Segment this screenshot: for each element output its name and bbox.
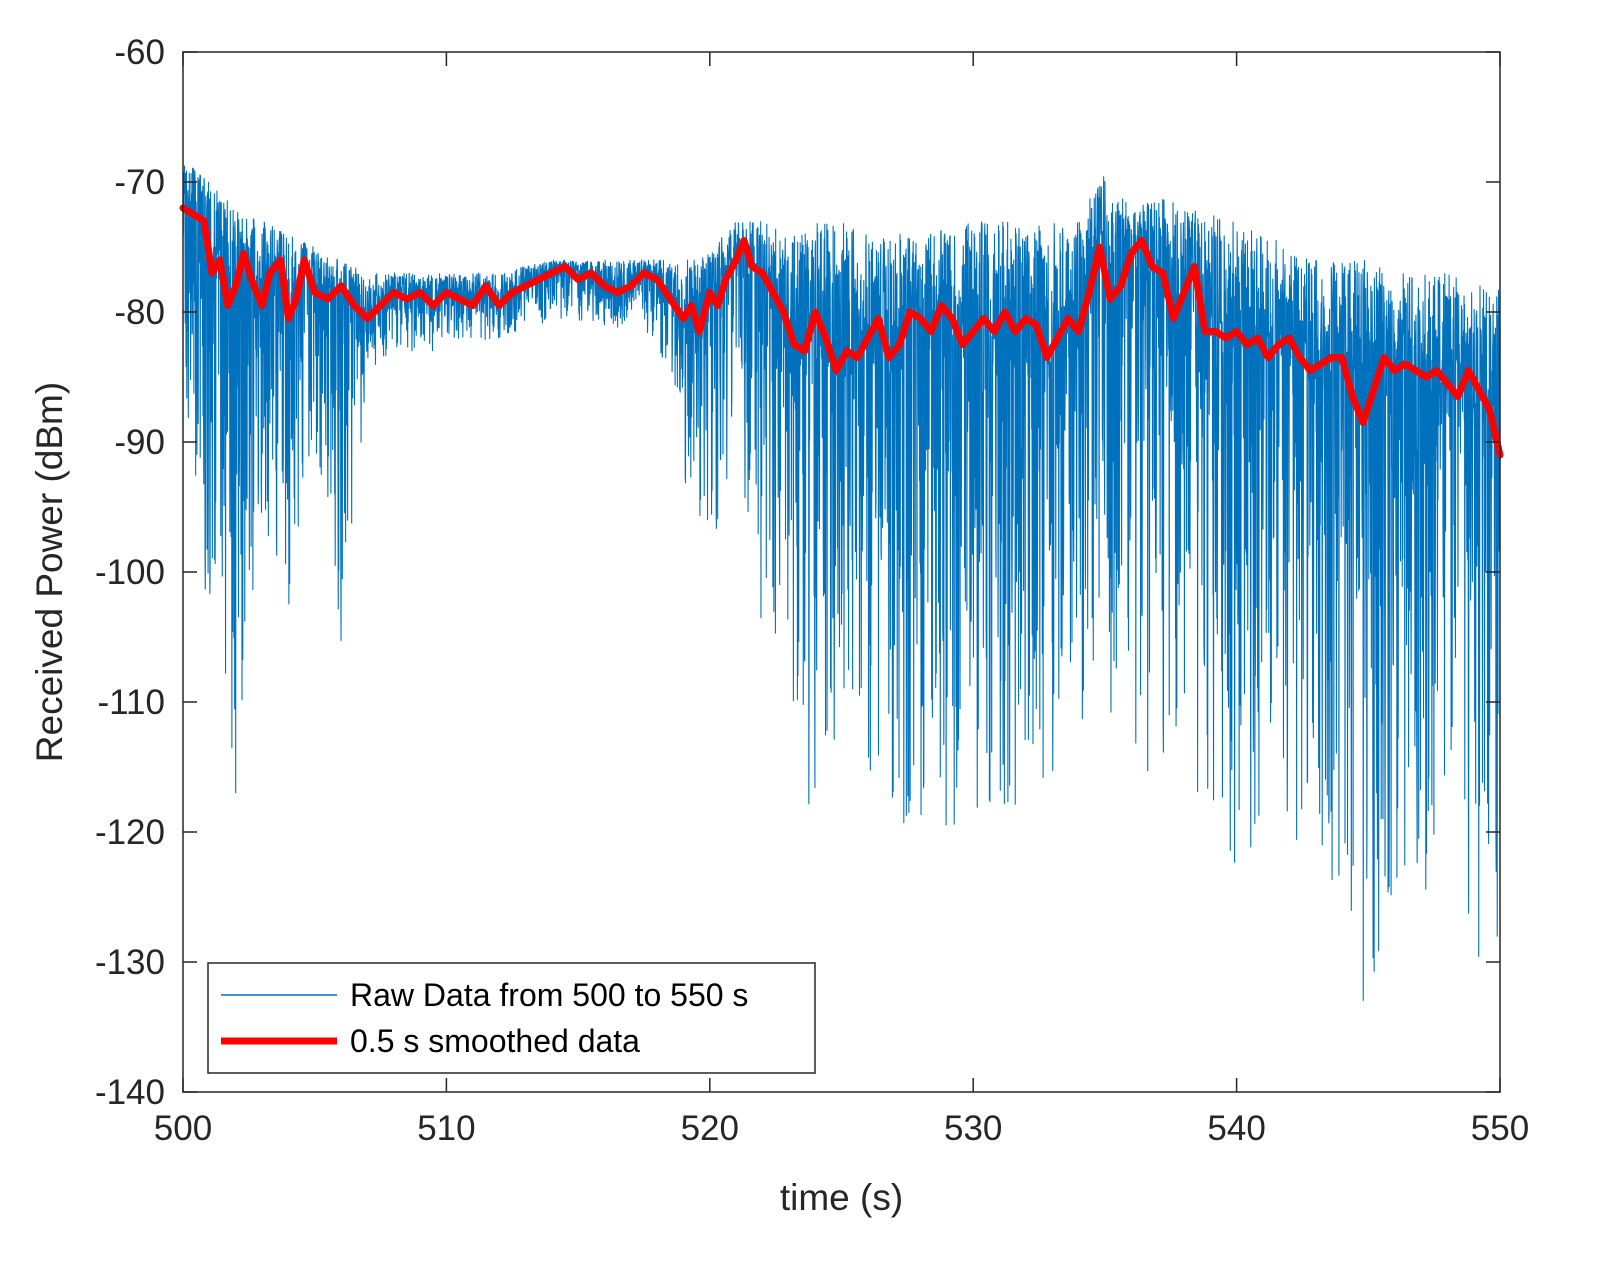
x-tick-label: 520 [681, 1109, 739, 1148]
y-axis-label: Received Power (dBm) [29, 382, 70, 762]
y-tick-label: -110 [98, 683, 165, 722]
y-tick-label: -100 [95, 553, 165, 592]
y-tick-label: -90 [114, 423, 165, 462]
x-tick-label: 500 [154, 1109, 212, 1148]
raw-data-line [182, 165, 1501, 1001]
x-tick-label: 550 [1471, 1109, 1529, 1148]
y-tick-label: -60 [114, 33, 165, 72]
smoothed-data-series [179, 204, 1504, 459]
y-tick-label: -70 [114, 163, 165, 202]
legend-box [207, 962, 816, 1074]
legend-entry-raw: Raw Data from 500 to 550 s [350, 977, 748, 1013]
legend-entry-smoothed: 0.5 s smoothed data [350, 1023, 640, 1059]
y-tick-label: -140 [95, 1073, 165, 1112]
y-axis-ticks: -60 -70 -80 -90 -100 -110 -120 -130 -140 [95, 33, 1500, 1112]
x-tick-label: 540 [1207, 1109, 1265, 1148]
x-tick-label: 530 [944, 1109, 1002, 1148]
raw-data-series [182, 165, 1501, 1001]
x-tick-label: 510 [417, 1109, 475, 1148]
y-tick-label: -120 [95, 813, 165, 852]
y-tick-label: -80 [114, 293, 165, 332]
smoothed-data-line [179, 204, 1504, 459]
x-axis-label: time (s) [780, 1177, 903, 1218]
x-axis-ticks: 500 510 520 530 540 550 [154, 52, 1529, 1148]
y-tick-label: -130 [95, 943, 165, 982]
legend: Raw Data from 500 to 550 s 0.5 s smoothe… [207, 962, 816, 1074]
plot-area [179, 51, 1504, 1093]
